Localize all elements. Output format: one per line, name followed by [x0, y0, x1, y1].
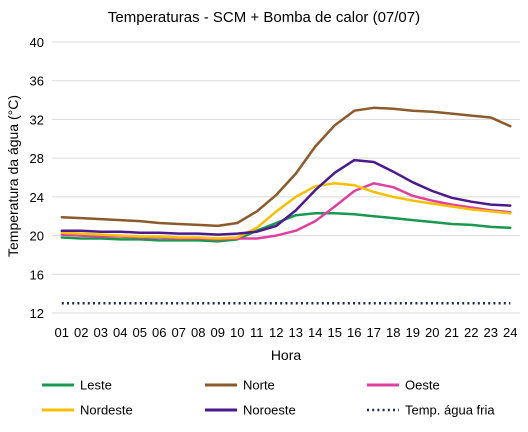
- x-tick-labels: 01 02 03 04 05 06 07 08 09 10 11 12 13 14 15 16 17 18 19 20…: [55, 325, 518, 340]
- x-tick-label: 02: [74, 325, 88, 340]
- y-tick-label: 32: [30, 112, 44, 127]
- series-line-4: [60, 182, 512, 240]
- y-tick-label: 16: [30, 267, 44, 282]
- x-tick-label: 24: [503, 325, 517, 340]
- x-tick-label: 22: [464, 325, 478, 340]
- legend-label: Oeste: [405, 378, 440, 393]
- x-tick-label: 11: [250, 325, 264, 340]
- x-tick-label: 08: [191, 325, 205, 340]
- y-tick-label: 20: [30, 229, 44, 244]
- chart-title: Temperaturas - SCM + Bomba de calor (07/…: [108, 9, 420, 26]
- x-tick-label: 18: [386, 325, 400, 340]
- y-tick-label: 36: [30, 74, 44, 89]
- x-tick-label: 09: [211, 325, 225, 340]
- x-tick-label: 01: [55, 325, 69, 340]
- x-tick-label: 14: [308, 325, 322, 340]
- x-axis-label: Hora: [271, 347, 302, 363]
- x-tick-label: 15: [328, 325, 342, 340]
- x-tick-label: 07: [172, 325, 186, 340]
- x-tick-label: 17: [367, 325, 381, 340]
- y-tick-labels: 12 16 20 24 28 32 36 40: [30, 35, 44, 321]
- y-tick-label: 24: [30, 190, 44, 205]
- series-lines: [60, 106, 512, 305]
- legend-label: Noroeste: [243, 403, 296, 418]
- x-tick-label: 10: [230, 325, 244, 340]
- x-tick-label: 20: [425, 325, 439, 340]
- series-line-5: [60, 158, 512, 236]
- x-tick-label: 23: [484, 325, 498, 340]
- y-tick-label: 12: [30, 306, 44, 321]
- x-tick-label: 19: [406, 325, 420, 340]
- y-tick-label: 40: [30, 35, 44, 50]
- legend-label: Nordeste: [80, 403, 133, 418]
- legend-label: Leste: [80, 378, 112, 393]
- x-tick-label: 16: [347, 325, 361, 340]
- x-tick-label: 05: [133, 325, 147, 340]
- gridlines: [52, 41, 520, 314]
- x-tick-label: 06: [152, 325, 166, 340]
- y-axis-label: Temperatura da água (°C): [5, 95, 21, 257]
- x-tick-label: 21: [445, 325, 459, 340]
- legend-label: Norte: [243, 378, 275, 393]
- legend: Leste Norte Oeste Nordeste Noroeste Temp. águ…: [42, 378, 495, 418]
- x-tick-label: 03: [94, 325, 108, 340]
- legend-label: Temp. água fria: [405, 403, 495, 418]
- x-tick-label: 12: [269, 325, 283, 340]
- series-line-2: [60, 106, 512, 228]
- x-tick-label: 04: [113, 325, 127, 340]
- x-tick-label: 13: [289, 325, 303, 340]
- y-tick-label: 28: [30, 151, 44, 166]
